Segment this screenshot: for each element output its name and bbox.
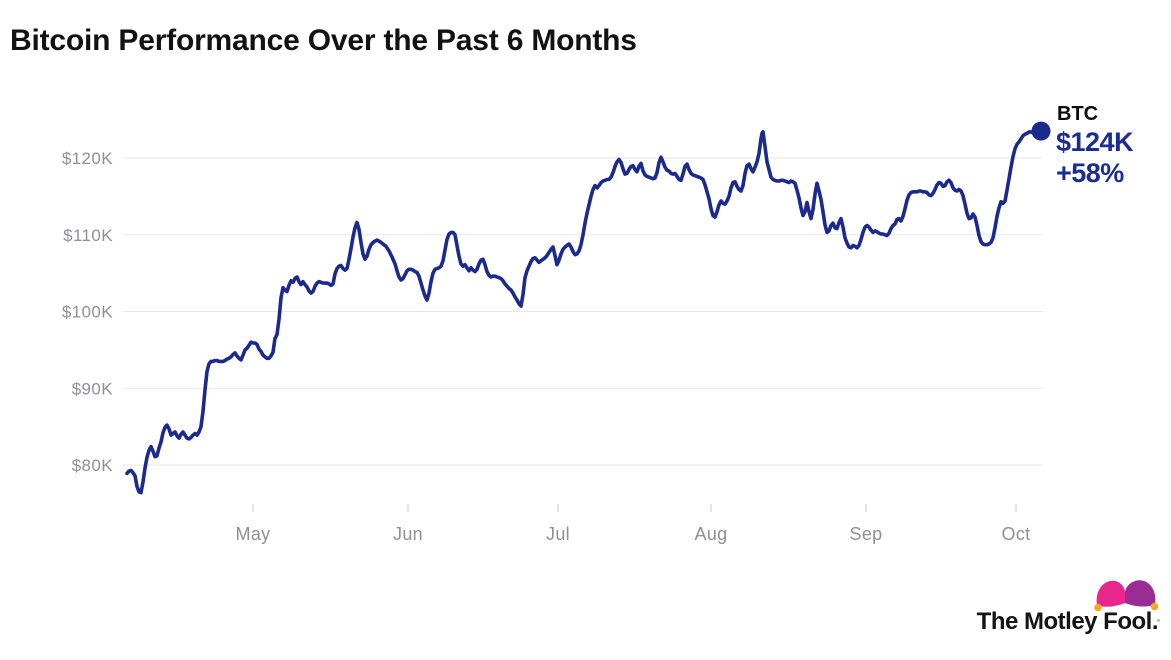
motley-fool-logo: The Motley Fool. xyxy=(960,579,1160,639)
x-axis-label: Jul xyxy=(546,524,570,544)
y-axis-label: $80K xyxy=(72,456,114,475)
ticker-label: BTC xyxy=(1057,103,1099,125)
y-axis-label: $100K xyxy=(62,303,113,322)
x-axis-label: Aug xyxy=(695,524,728,544)
jester-hat-icon xyxy=(1094,580,1159,612)
gridlines xyxy=(123,157,1042,466)
y-axis-label: $120K xyxy=(62,149,113,168)
logo-text: The Motley Fool. xyxy=(976,608,1159,635)
registered-mark-icon xyxy=(1157,619,1160,622)
x-axis-label: Jun xyxy=(393,524,423,544)
end-label: BTC $124K +58% xyxy=(1056,103,1134,188)
end-point-marker xyxy=(1031,121,1051,141)
change-label: +58% xyxy=(1056,158,1124,188)
x-axis-label: Sep xyxy=(850,524,883,544)
page-title: Bitcoin Performance Over the Past 6 Mont… xyxy=(10,24,637,57)
y-axis-label: $110K xyxy=(63,226,113,245)
x-axis-labels: May Jun Jul Aug Sep Oct xyxy=(236,524,1031,544)
x-axis-ticks xyxy=(252,504,1017,512)
price-line xyxy=(125,129,1042,495)
x-axis-label: May xyxy=(236,524,271,544)
price-label: $124K xyxy=(1056,127,1134,157)
x-axis-label: Oct xyxy=(1002,524,1031,544)
y-axis-label: $90K xyxy=(72,379,114,398)
y-axis-labels: $80K $90K $100K $110K $120K xyxy=(62,149,113,475)
